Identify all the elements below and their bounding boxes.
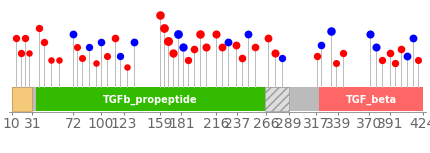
Point xyxy=(415,59,421,62)
Bar xyxy=(37,87,265,111)
Point xyxy=(156,13,163,16)
Point xyxy=(239,57,246,59)
Text: TGF_beta: TGF_beta xyxy=(346,94,396,104)
Point xyxy=(264,37,271,40)
Point xyxy=(48,59,55,62)
Point xyxy=(98,41,104,43)
Point xyxy=(397,48,404,51)
Point xyxy=(175,33,182,35)
Point xyxy=(245,33,252,35)
Point xyxy=(367,33,374,35)
Bar xyxy=(265,87,289,111)
Point xyxy=(387,51,393,54)
Point xyxy=(191,48,198,51)
Point xyxy=(203,46,210,48)
Point xyxy=(41,41,48,43)
Point xyxy=(252,46,258,48)
Point xyxy=(197,33,204,35)
Point xyxy=(36,26,43,29)
Point xyxy=(340,51,347,54)
Point xyxy=(104,55,111,57)
Point xyxy=(333,62,340,65)
Point xyxy=(74,46,80,48)
Point xyxy=(86,46,92,48)
Point xyxy=(79,57,86,59)
Point xyxy=(111,37,118,40)
Bar xyxy=(12,87,32,111)
Point xyxy=(271,51,278,54)
Point xyxy=(117,55,123,57)
Bar xyxy=(12,87,423,111)
Point xyxy=(17,51,24,54)
Point xyxy=(328,30,335,32)
Point xyxy=(278,57,285,59)
Point xyxy=(219,46,226,48)
Point xyxy=(56,59,63,62)
Point xyxy=(12,37,19,40)
Point xyxy=(130,41,137,43)
Text: TGFb_propeptide: TGFb_propeptide xyxy=(103,94,198,104)
Point xyxy=(70,33,77,35)
Point xyxy=(213,33,220,35)
Point xyxy=(123,65,130,68)
Point xyxy=(233,44,240,46)
Point xyxy=(378,59,385,62)
Point xyxy=(26,51,33,54)
Point xyxy=(373,46,380,48)
Point xyxy=(160,26,167,29)
Point xyxy=(391,62,398,65)
Point xyxy=(180,46,187,48)
Bar xyxy=(319,87,423,111)
Point xyxy=(224,41,231,43)
Point xyxy=(403,55,410,57)
Point xyxy=(92,62,99,65)
Point xyxy=(170,51,177,54)
Point xyxy=(318,44,325,46)
Point xyxy=(409,37,416,40)
Point xyxy=(185,59,192,62)
Point xyxy=(165,39,172,42)
Point xyxy=(314,55,321,57)
Point xyxy=(22,37,29,40)
